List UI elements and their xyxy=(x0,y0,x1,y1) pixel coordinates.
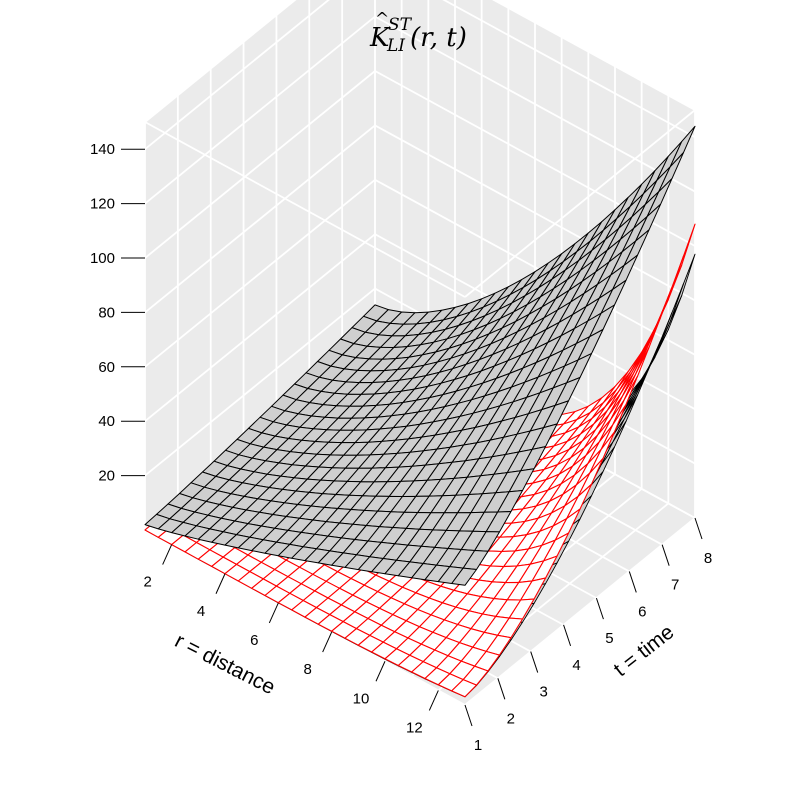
r-tick xyxy=(375,661,386,682)
r-tick-label: 6 xyxy=(250,632,258,649)
y-axis-title: t = time xyxy=(610,620,679,681)
chart-title: K ^ ST LI (r, t) xyxy=(369,9,467,56)
r-tick-label: 4 xyxy=(197,603,205,620)
observed-estimate-surface-cell xyxy=(451,679,478,698)
top-edge xyxy=(144,121,466,298)
t-tick xyxy=(563,624,572,647)
r-tick-label: 2 xyxy=(143,574,151,591)
r-tick-label: 10 xyxy=(353,690,370,707)
surfaces xyxy=(144,125,696,698)
r-tick xyxy=(428,690,439,711)
title-hat: ^ xyxy=(375,9,389,29)
title-arguments: (r, t) xyxy=(410,23,467,53)
t-tick-label: 5 xyxy=(605,630,613,647)
t-tick-label: 6 xyxy=(638,603,646,620)
t-tick xyxy=(497,678,506,700)
t-tick-label: 8 xyxy=(704,550,712,567)
grid-line-left-z xyxy=(144,0,297,123)
t-tick-label: 1 xyxy=(474,737,482,754)
r-tick xyxy=(162,544,173,565)
grid-line-left-z xyxy=(144,70,376,259)
t-tick xyxy=(464,704,473,727)
z-tick-label: 60 xyxy=(98,359,115,376)
t-tick xyxy=(530,651,539,673)
top-edge xyxy=(464,109,696,298)
grid-line-left-z xyxy=(144,0,330,150)
upper-envelope-surface xyxy=(144,125,696,586)
grid-line-left-z xyxy=(144,124,376,314)
r-tick-label: 12 xyxy=(406,719,423,736)
r-tick xyxy=(268,602,279,624)
grid-line-left-z xyxy=(144,179,376,368)
t-tick-label: 4 xyxy=(572,657,580,674)
z-tick-label: 100 xyxy=(90,250,115,267)
z-tick-label: 80 xyxy=(98,304,115,321)
t-tick xyxy=(694,517,703,540)
title-superscript: ST xyxy=(388,15,413,35)
x-axis-title: r = distance xyxy=(171,629,279,699)
z-tick-label: 20 xyxy=(98,468,115,485)
r-tick-label: 8 xyxy=(303,661,311,678)
t-tick-label: 2 xyxy=(507,710,515,727)
r-tick xyxy=(215,573,226,594)
title-base: K xyxy=(369,23,391,53)
grid-line-left-z xyxy=(144,233,376,422)
title-subscript: LI xyxy=(386,36,405,56)
upper-envelope-surface-cell xyxy=(451,567,477,586)
grid-line-floor-r xyxy=(464,517,696,706)
left-wall-panel xyxy=(145,0,375,530)
grid-line-left-z xyxy=(144,15,376,205)
z-tick-label: 40 xyxy=(98,413,115,430)
z-tick-label: 120 xyxy=(90,196,115,213)
t-tick xyxy=(595,597,604,620)
t-tick xyxy=(628,571,637,593)
z-tick-label: 140 xyxy=(90,141,115,158)
t-tick-label: 7 xyxy=(671,577,679,594)
t-tick-label: 3 xyxy=(540,684,548,701)
r-tick xyxy=(322,631,333,653)
t-tick xyxy=(661,544,670,566)
grid-line-left-z xyxy=(144,287,376,477)
